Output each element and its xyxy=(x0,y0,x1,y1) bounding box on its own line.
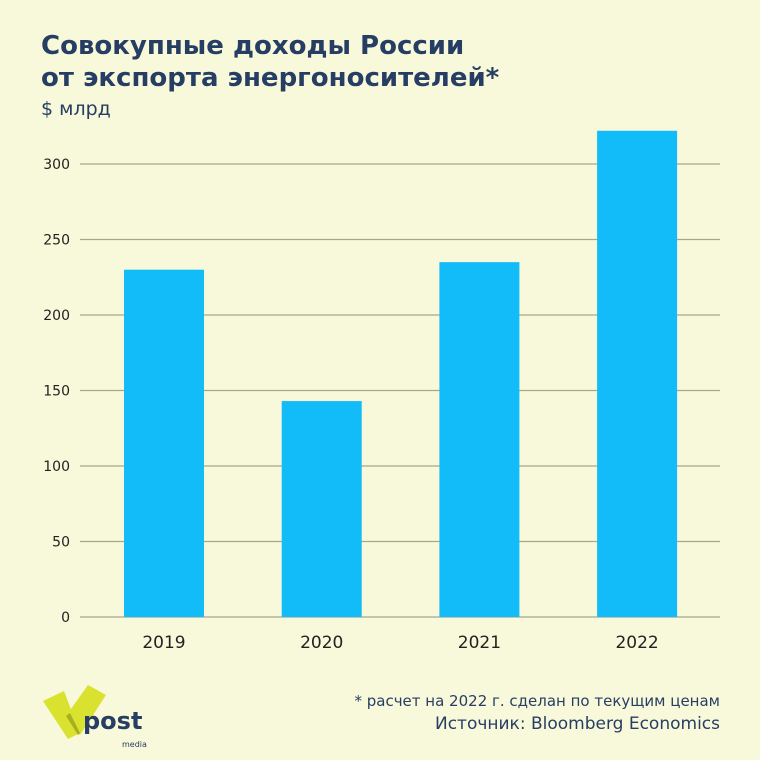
y-tick-label: 0 xyxy=(61,610,70,626)
post-media-logo: post media xyxy=(43,685,147,749)
bars xyxy=(124,130,678,617)
x-tick-label: 2020 xyxy=(300,633,343,653)
y-tick-label: 200 xyxy=(43,308,70,324)
bar-2022 xyxy=(597,130,678,617)
title-line-2: от экспорта энергоносителей* xyxy=(41,63,500,93)
y-tick-label: 150 xyxy=(43,384,70,400)
x-tick-labels: 2019 2020 2021 2022 xyxy=(142,633,658,653)
x-tick-label: 2022 xyxy=(615,633,658,653)
x-tick-label: 2021 xyxy=(458,633,501,653)
title-line-1: Совокупные доходы России xyxy=(41,31,465,61)
source: Источник: Bloomberg Economics xyxy=(434,714,720,734)
logo-text: post xyxy=(83,707,142,735)
y-tick-labels: 0 50 100 150 200 250 300 xyxy=(43,157,70,626)
y-tick-label: 50 xyxy=(52,535,70,551)
y-tick-label: 300 xyxy=(43,157,70,173)
y-tick-label: 250 xyxy=(43,233,70,249)
chart-title: Совокупные доходы России от экспорта энер… xyxy=(41,30,499,94)
logo-subtext: media xyxy=(122,740,147,749)
x-tick-label: 2019 xyxy=(142,633,185,653)
y-tick-label: 100 xyxy=(43,459,70,475)
bar-2021 xyxy=(439,262,520,617)
bar-2020 xyxy=(281,401,362,617)
unit-label: $ млрд xyxy=(41,98,111,120)
footnote: * расчет на 2022 г. сделан по текущим це… xyxy=(354,692,720,710)
bar-2019 xyxy=(124,269,204,617)
